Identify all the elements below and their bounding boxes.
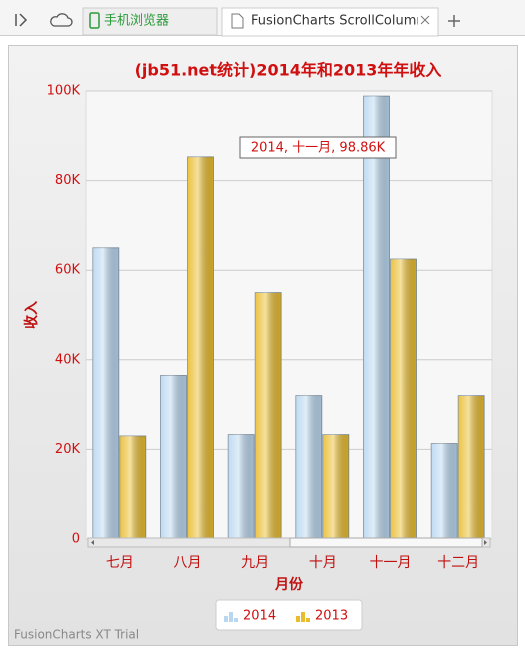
scroll-thumb[interactable] bbox=[289, 537, 483, 548]
x-tick-label: 十二月 bbox=[437, 555, 479, 571]
tab[interactable] bbox=[82, 7, 218, 36]
tab-title: FusionCharts ScrollColumn2D bbox=[251, 14, 443, 29]
y-tick-label: 0 bbox=[72, 532, 80, 547]
chart-title: (jb51.net统计)2014年和2013年年收入 bbox=[135, 61, 442, 80]
watermark: FusionCharts XT Trial bbox=[14, 628, 139, 642]
x-axis-label: 月份 bbox=[274, 576, 304, 593]
tab-title: 手机浏览器 bbox=[104, 13, 169, 29]
x-tick-label: 八月 bbox=[174, 555, 202, 571]
tooltip: 2014, 十一月, 98.86K bbox=[239, 136, 397, 159]
legend-label: 2013 bbox=[315, 609, 348, 624]
cloud-button[interactable] bbox=[50, 13, 73, 27]
scrollbar[interactable] bbox=[87, 537, 491, 548]
y-tick-label: 80K bbox=[55, 173, 81, 188]
chart: 0 20K 40K 60K 80K 100K 七月 八月 九月 十月 十一月 十二月 bbox=[47, 84, 492, 571]
sidebar-button[interactable] bbox=[15, 13, 28, 27]
legend-label: 2014 bbox=[243, 609, 276, 624]
y-tick-label: 40K bbox=[55, 352, 81, 367]
new-tab[interactable] bbox=[448, 15, 460, 27]
close-tab[interactable] bbox=[420, 15, 430, 25]
x-tick-label: 十月 bbox=[309, 555, 337, 571]
tooltip-text: 2014, 十一月, 98.86K bbox=[251, 141, 386, 156]
x-tick-label: 九月 bbox=[241, 555, 269, 571]
x-tick-label: 十一月 bbox=[370, 555, 412, 571]
y-tick-label: 100K bbox=[47, 84, 81, 99]
y-axis-label: 收入 bbox=[23, 301, 40, 329]
y-tick-label: 20K bbox=[55, 442, 81, 457]
legend bbox=[215, 599, 363, 631]
x-tick-label: 七月 bbox=[106, 555, 134, 571]
y-tick-label: 60K bbox=[55, 263, 81, 278]
plot-area bbox=[85, 90, 493, 540]
tab[interactable] bbox=[221, 7, 439, 37]
